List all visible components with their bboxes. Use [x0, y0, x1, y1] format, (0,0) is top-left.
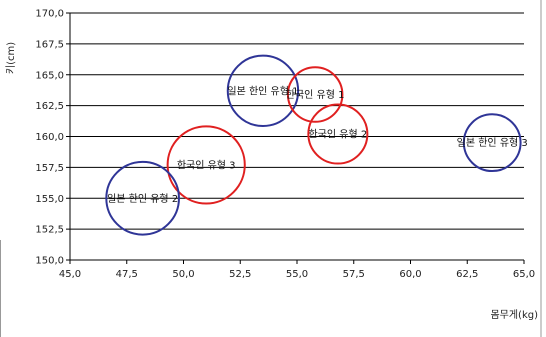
- x-axis-title: 몸무게(kg): [490, 309, 538, 321]
- x-tick-label: 65,0: [513, 269, 535, 280]
- bubble: [307, 103, 369, 165]
- bubble: [286, 66, 344, 123]
- x-tick-label: 57,5: [343, 269, 365, 280]
- bubble-label: 한국인 유형 3: [177, 159, 236, 171]
- x-tick-label: 45,0: [59, 269, 81, 280]
- y-tick-label: 157,5: [35, 163, 64, 174]
- bubble-label: 일본 한인 유형 1: [227, 85, 298, 97]
- axes: [66, 12, 525, 264]
- y-tick-label: 162,5: [35, 101, 64, 112]
- y-tick-label: 160,0: [35, 132, 64, 143]
- x-tick-label: 50,0: [172, 269, 194, 280]
- y-tick-label: 155,0: [35, 194, 64, 205]
- bubble-label: 일본 한인 유형 3: [457, 137, 528, 149]
- bubble-label: 한국인 유형 2: [308, 129, 367, 141]
- y-tick-label: 170,0: [35, 9, 64, 20]
- bubble: [462, 113, 522, 173]
- bubble: [226, 54, 300, 127]
- y-tick-label: 150,0: [35, 256, 64, 267]
- bubble-label: 일본 한인 유형 2: [107, 193, 178, 205]
- x-tick-labels: 45,0 47,5 50,0 52,5 55,0 57,5 60,0 62,5 65,0: [59, 269, 535, 280]
- bubbles: [105, 54, 522, 236]
- y-tick-label: 165,0: [35, 70, 64, 81]
- y-tick-label: 152,5: [35, 225, 64, 236]
- x-tick-label: 52,5: [229, 269, 251, 280]
- bubble: [105, 160, 180, 236]
- x-tick-label: 60,0: [399, 269, 421, 280]
- y-tick-labels: 150,0 152,5 155,0 157,5 160,0 162,5 165,0 167,5…: [35, 9, 64, 267]
- x-tick-label: 47,5: [116, 269, 138, 280]
- x-tick-label: 55,0: [286, 269, 308, 280]
- bubble: [166, 125, 246, 205]
- x-tick-label: 62,5: [456, 269, 478, 280]
- y-tick-label: 167,5: [35, 39, 64, 50]
- bubble-label: 한국인 유형 1: [286, 89, 345, 101]
- y-axis-title: 키(cm): [5, 42, 17, 74]
- gridlines: [70, 12, 524, 261]
